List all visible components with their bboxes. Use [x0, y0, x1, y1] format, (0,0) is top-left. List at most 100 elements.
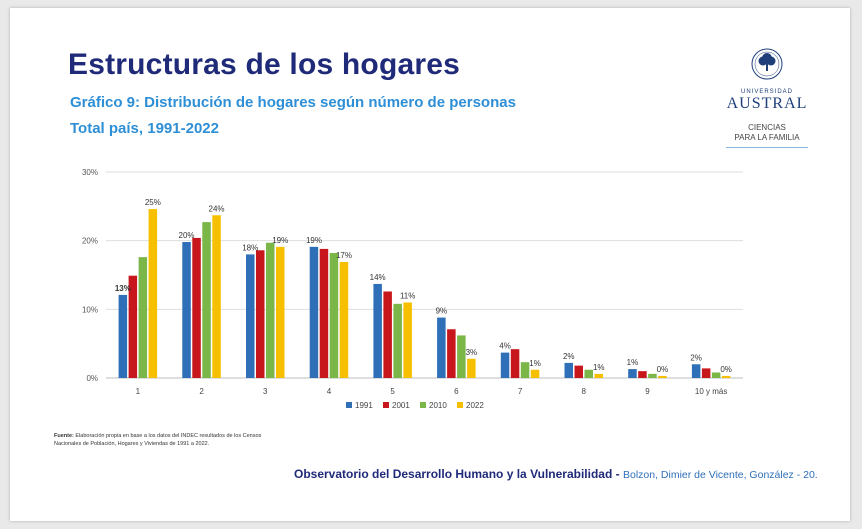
- data-label: 9%: [436, 307, 448, 316]
- data-label: 17%: [336, 251, 352, 260]
- bar: [403, 302, 412, 378]
- bar: [701, 368, 711, 378]
- bar: [118, 294, 128, 378]
- legend-swatch: [457, 402, 463, 408]
- data-label: 3%: [466, 348, 478, 357]
- source-text: Elaboración propia en base a los datos d…: [54, 433, 262, 447]
- bar: [256, 250, 265, 378]
- bar: [691, 364, 701, 378]
- bar: [319, 248, 329, 378]
- data-label: 2%: [690, 353, 702, 362]
- bar: [192, 237, 201, 378]
- bar: [246, 254, 255, 378]
- bar: [447, 329, 456, 378]
- bar: [373, 283, 382, 378]
- x-tick-label: 6: [454, 387, 459, 396]
- bar: [138, 257, 148, 378]
- x-tick-label: 10 y más: [695, 387, 727, 396]
- legend-label: 1991: [355, 401, 373, 410]
- bar: [530, 369, 540, 378]
- y-tick-label: 0%: [86, 374, 98, 383]
- tree-seal-icon: [751, 48, 783, 80]
- logo-austral: AUSTRAL: [726, 95, 808, 112]
- y-tick-label: 30%: [82, 168, 98, 177]
- slide: Estructuras de los hogares Gráfico 9: Di…: [10, 8, 850, 521]
- bar: [721, 375, 731, 378]
- x-tick-label: 3: [263, 387, 268, 396]
- bar: [437, 317, 446, 378]
- bar: [648, 373, 657, 378]
- bar: [564, 362, 573, 378]
- bar: [148, 209, 158, 378]
- y-tick-label: 10%: [82, 305, 98, 314]
- footer: Observatorio del Desarrollo Humano y la …: [294, 467, 818, 481]
- logo-unit-line1: CIENCIAS: [748, 123, 786, 132]
- footer-observatory: Observatorio del Desarrollo Humano y la …: [294, 467, 620, 481]
- logo-unit-line2: PARA LA FAMILIA: [734, 133, 800, 142]
- bar: [594, 373, 603, 378]
- data-label: 1%: [593, 363, 605, 372]
- chart-subtitle: Gráfico 9: Distribución de hogares según…: [70, 94, 516, 111]
- source-label: Fuente:: [54, 433, 74, 439]
- bar: [457, 335, 466, 378]
- bar: [182, 242, 191, 378]
- bar: [658, 375, 667, 378]
- x-tick-label: 7: [518, 387, 523, 396]
- bar: [711, 372, 721, 378]
- page-title: Estructuras de los hogares: [68, 48, 460, 81]
- data-label: 13%: [115, 284, 131, 293]
- legend-swatch: [420, 402, 426, 408]
- bar: [510, 349, 520, 378]
- logo-unit: CIENCIAS PARA LA FAMILIA: [722, 123, 812, 143]
- data-label: 19%: [272, 236, 288, 245]
- legend-label: 2010: [429, 401, 447, 410]
- x-tick-label: 1: [136, 387, 141, 396]
- data-label: 24%: [209, 204, 225, 213]
- data-label: 11%: [400, 291, 415, 300]
- x-tick-label: 9: [645, 387, 650, 396]
- data-label: 19%: [306, 236, 322, 245]
- bar: [128, 275, 138, 378]
- bar: [383, 291, 392, 378]
- chart-scope: Total país, 1991-2022: [70, 120, 219, 137]
- legend-swatch: [383, 402, 389, 408]
- data-label: 1%: [529, 359, 541, 368]
- x-tick-label: 2: [199, 387, 204, 396]
- bar: [393, 303, 402, 378]
- footer-authors: Bolzon, Dimier de Vicente, González - 20…: [622, 469, 818, 481]
- data-label: 0%: [657, 365, 669, 374]
- bar-chart: 0%10%20%30%13%25%20%24%18%19% 19%17%14%11…: [82, 168, 743, 410]
- bar: [276, 246, 285, 378]
- legend-swatch: [346, 402, 352, 408]
- logo-university: UNIVERSIDAD: [740, 89, 793, 95]
- data-label: 2%: [563, 352, 575, 361]
- logo-divider: [726, 147, 808, 148]
- bar: [638, 371, 647, 378]
- bar: [574, 365, 583, 378]
- bar: [628, 369, 637, 378]
- bar: [500, 352, 510, 378]
- legend-label: 2022: [466, 401, 484, 410]
- data-label: 25%: [145, 198, 161, 207]
- bar: [202, 222, 211, 378]
- bar: [266, 242, 275, 378]
- bar: [212, 215, 221, 378]
- data-label: 18%: [242, 243, 258, 252]
- data-label: 14%: [370, 273, 386, 282]
- bar: [309, 246, 319, 378]
- austral-logo: UNIVERSIDAD AUSTRAL CIENCIAS PARA LA FAM…: [722, 44, 812, 164]
- x-tick-label: 4: [327, 387, 332, 396]
- y-tick-label: 20%: [82, 237, 98, 246]
- source-note: Fuente: Elaboración propia en base a los…: [54, 432, 274, 448]
- bar: [467, 358, 476, 378]
- data-label: 1%: [627, 358, 639, 367]
- x-tick-label: 8: [582, 387, 587, 396]
- bar: [329, 253, 339, 378]
- bar: [520, 362, 530, 378]
- legend-label: 2001: [392, 401, 410, 410]
- bar: [584, 369, 593, 378]
- data-label: 0%: [720, 365, 732, 374]
- x-tick-label: 5: [390, 387, 395, 396]
- data-label: 20%: [179, 231, 195, 240]
- bar: [339, 261, 349, 378]
